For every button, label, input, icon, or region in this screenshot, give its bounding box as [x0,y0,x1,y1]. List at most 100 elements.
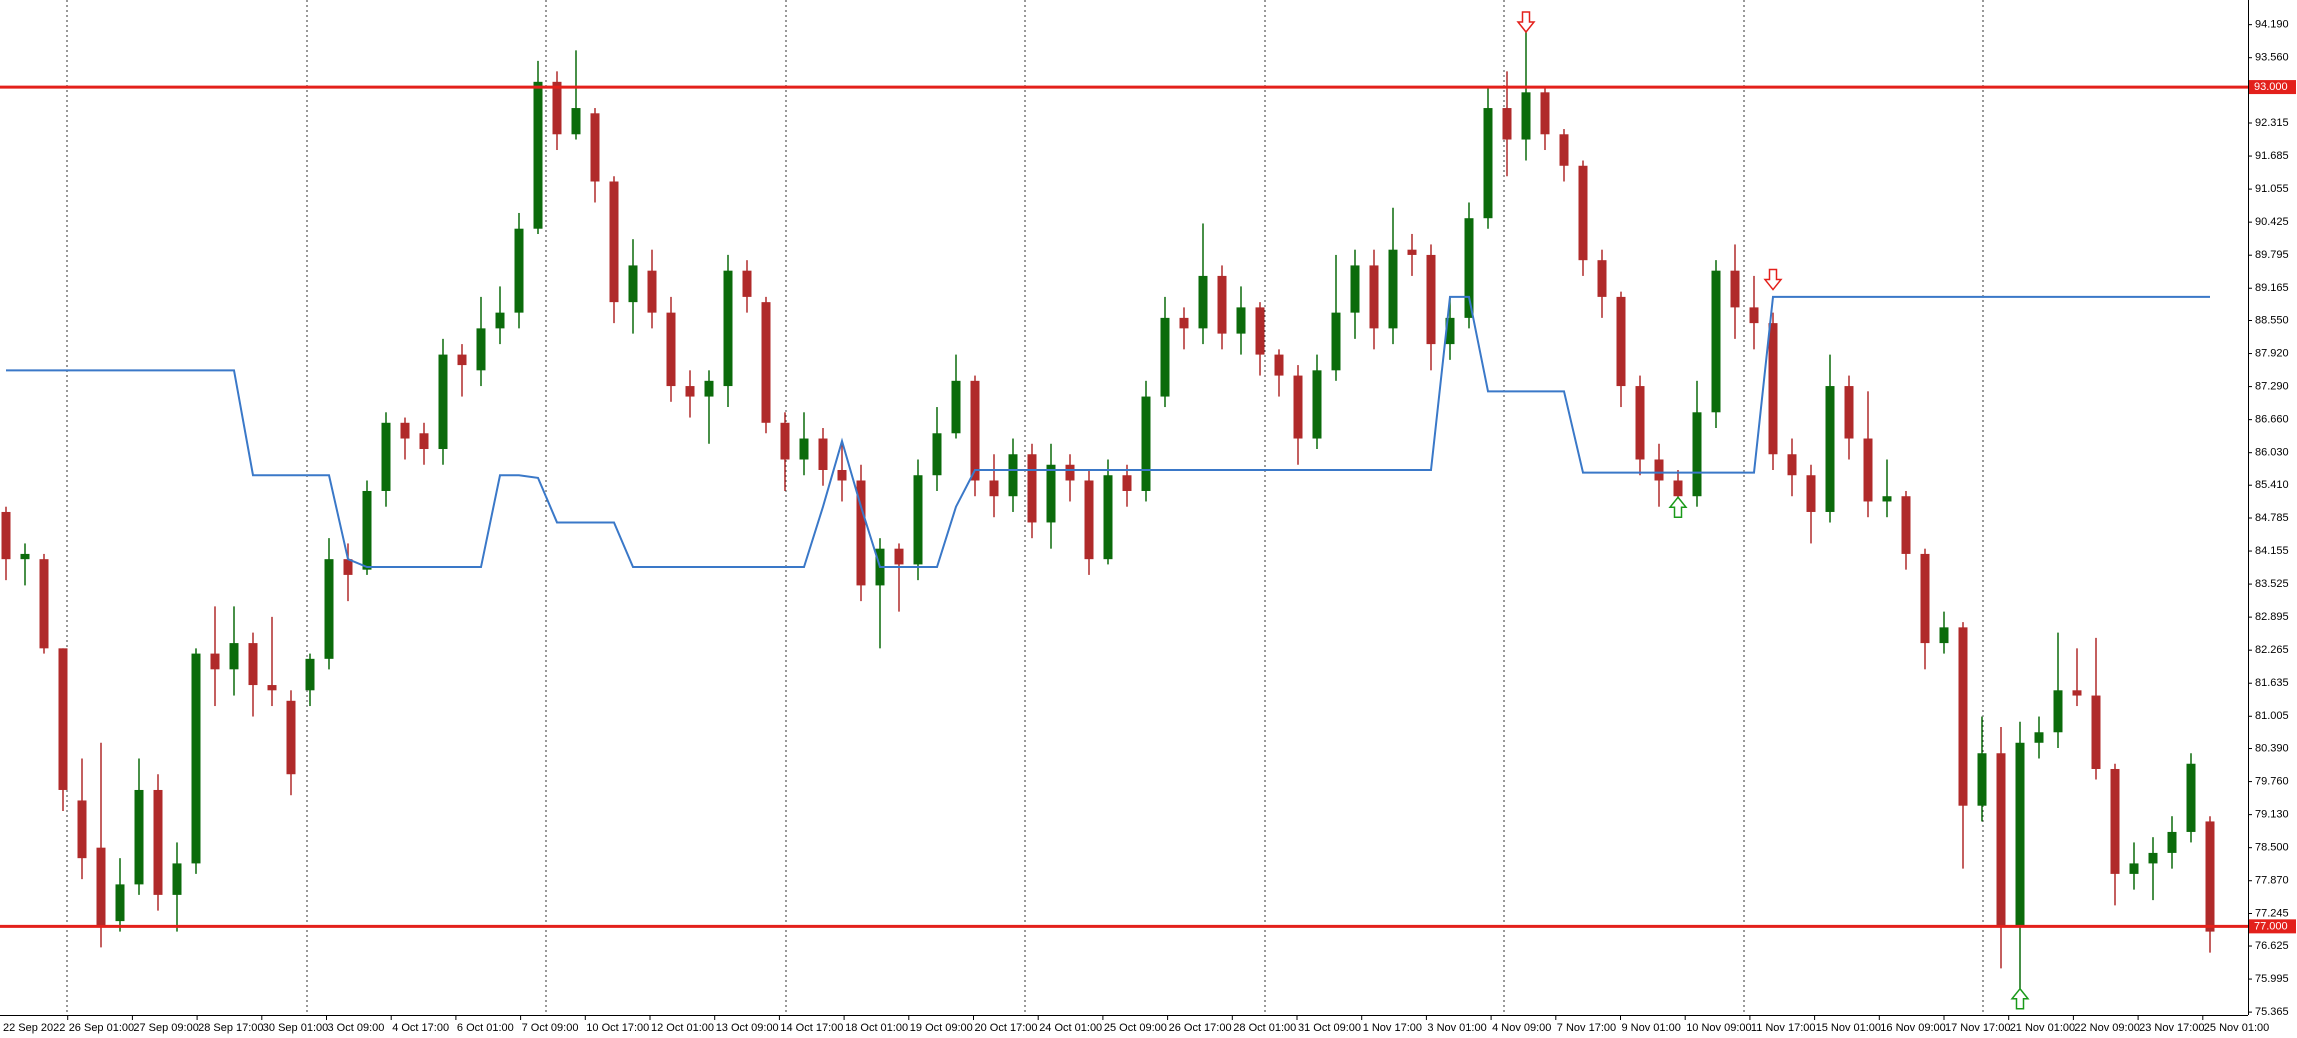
candle-body [1293,375,1303,439]
candle-body [1027,454,1037,523]
candle-body [419,433,429,450]
candle-body [1445,317,1455,345]
candle-body [951,380,961,434]
candle-body [1122,475,1132,491]
y-tick-label: 89.795 [2255,249,2289,261]
candle-body [1939,627,1949,644]
candle-body [1863,438,1873,502]
candle-body [1901,496,1911,554]
candle-body [1635,386,1645,460]
y-tick-label: 79.130 [2255,809,2289,821]
x-tick-label: 24 Oct 01:00 [1039,1022,1102,1034]
y-tick-label: 92.315 [2255,117,2289,129]
candle-body [362,490,372,570]
candle-body [932,433,942,476]
candle-body [115,884,125,922]
candle-body [799,438,809,460]
candle-body [2072,690,2082,696]
candle-body [1825,386,1835,512]
x-tick-label: 3 Oct 09:00 [328,1022,385,1034]
y-tick-label: 77.870 [2255,875,2289,887]
candle-body [1160,317,1170,397]
x-tick-label: 31 Oct 09:00 [1298,1022,1361,1034]
candle-body [1597,260,1607,297]
x-tick-label: 30 Sep 01:00 [263,1022,328,1034]
x-tick-label: 14 Oct 17:00 [780,1022,843,1034]
candle-body [1046,464,1056,523]
candle-body [267,685,277,691]
x-tick-label: 4 Oct 17:00 [392,1022,449,1034]
candle-body [1521,92,1531,140]
candle-body [1179,317,1189,329]
x-tick-label: 28 Sep 17:00 [198,1022,263,1034]
signal-arrow [2010,987,2030,1010]
y-tick-label: 76.625 [2255,940,2289,952]
candle-body [2053,690,2063,733]
x-tick-label: 15 Nov 01:00 [1816,1022,1881,1034]
candle-body [134,789,144,885]
week-separators [66,0,1984,1015]
candle-body [1692,412,1702,497]
candle-body [1274,354,1284,376]
signal-arrow [1516,11,1536,34]
candle-body [2186,763,2196,832]
candle-body [704,380,714,397]
candle-body [837,469,847,481]
candle-body [457,354,467,366]
y-tick-label: 87.290 [2255,380,2289,392]
x-tick-label: 23 Nov 17:00 [2139,1022,2204,1034]
y-tick-label: 86.030 [2255,447,2289,459]
candle-body [685,386,695,397]
candle-body [153,789,163,895]
candle-body [2091,695,2101,769]
candle-body [856,480,866,586]
x-tick-label: 12 Oct 01:00 [651,1022,714,1034]
candle-body [1977,753,1987,806]
x-tick-label: 9 Nov 01:00 [1622,1022,1681,1034]
candle-body [210,653,220,670]
candle-body [381,422,391,491]
candle-body [989,480,999,497]
candle-body [552,81,562,135]
y-tick-label: 88.550 [2255,314,2289,326]
x-tick-label: 21 Nov 01:00 [2010,1022,2075,1034]
candle-body [248,643,258,686]
x-tick-label: 26 Sep 01:00 [69,1022,134,1034]
candle-body [1008,454,1018,497]
candle-body [590,113,600,182]
candle-body [571,108,581,135]
x-tick-label: 18 Oct 01:00 [845,1022,908,1034]
candle-body [2110,768,2120,874]
candle-body [58,648,68,790]
candle-body [818,438,828,470]
y-tick-label: 91.685 [2255,150,2289,162]
candle-body [647,270,657,313]
candle-body [1768,323,1778,455]
x-tick-label: 10 Oct 17:00 [586,1022,649,1034]
candle-body [1084,480,1094,560]
candle-body [286,700,296,775]
candle-body [1844,386,1854,439]
candle-body [2129,863,2139,874]
y-tick-label: 81.635 [2255,677,2289,689]
x-tick-label: 22 Nov 09:00 [2074,1022,2139,1034]
candle-body [1407,249,1417,255]
y-tick-label: 78.500 [2255,842,2289,854]
candle-body [400,422,410,439]
candle-body [1882,496,1892,502]
candle-body [77,800,87,859]
candle-body [1958,627,1968,806]
candle-body [1388,249,1398,329]
candle-body [1578,165,1588,261]
y-tick-label: 94.190 [2255,19,2289,31]
candle-body [2167,831,2177,853]
candle-body [1369,265,1379,329]
candle-body [913,475,923,565]
candle-body [1711,270,1721,413]
candle-body [1312,370,1322,439]
candle-body [343,559,353,575]
x-tick-label: 26 Oct 17:00 [1169,1022,1232,1034]
candle-body [1255,307,1265,355]
